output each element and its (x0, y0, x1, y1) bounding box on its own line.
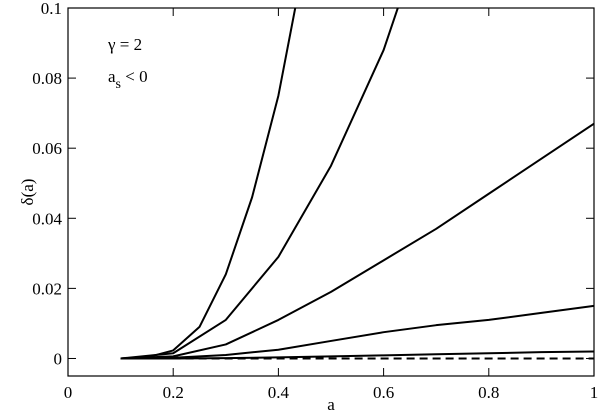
line (120, 8, 297, 360)
line (120, 122, 594, 360)
annotation: as < 0 (108, 67, 148, 92)
x-tick-label: 0.6 (373, 383, 394, 402)
x-tick-label: 1 (590, 383, 599, 402)
y-axis-label: δ(a) (18, 179, 37, 206)
y-tick-label: 0.02 (32, 279, 62, 298)
x-tick-label: 0 (64, 383, 73, 402)
plot-frame (67, 7, 595, 377)
line (120, 8, 399, 360)
x-tick-label: 0.4 (268, 383, 290, 402)
y-tick-label: 0.08 (32, 69, 62, 88)
plot-area (120, 8, 594, 360)
x-axis-label: a (327, 395, 335, 414)
x-tick-label: 0.8 (478, 383, 499, 402)
y-tick-label: 0.06 (32, 139, 62, 158)
y-tick-label: 0.04 (32, 209, 62, 228)
annotation-part: < 0 (121, 67, 148, 86)
annotation: γ = 2 (107, 35, 142, 54)
y-tick-label: 0.1 (41, 0, 62, 18)
x-tick-label: 0.2 (163, 383, 184, 402)
line (120, 304, 594, 360)
annotation-part: a (108, 67, 116, 86)
y-tick-label: 0 (54, 349, 63, 368)
annotation-subscript: s (116, 77, 121, 92)
